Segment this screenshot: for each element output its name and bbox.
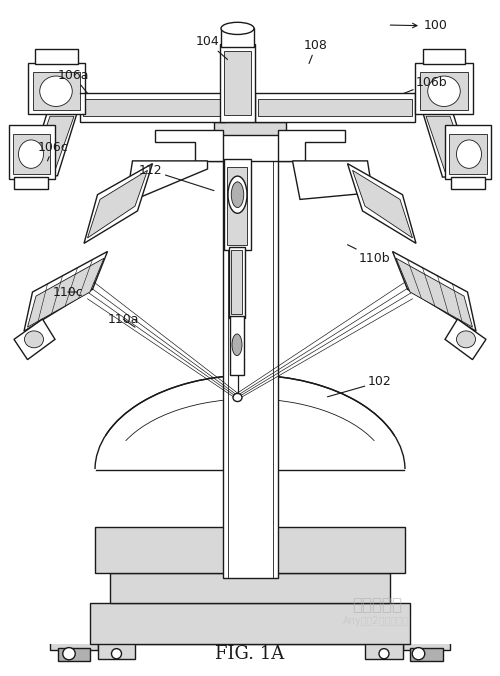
Bar: [224, 51, 251, 115]
Polygon shape: [28, 258, 104, 327]
Ellipse shape: [456, 331, 475, 347]
Polygon shape: [24, 251, 107, 331]
Bar: [110, 573, 390, 603]
Bar: [445, 125, 491, 179]
Ellipse shape: [228, 176, 247, 214]
Polygon shape: [88, 170, 148, 238]
Text: 104: 104: [196, 35, 228, 59]
Bar: [227, 167, 247, 245]
Bar: [32, 72, 80, 110]
Ellipse shape: [40, 76, 72, 107]
Polygon shape: [292, 161, 372, 199]
Ellipse shape: [24, 331, 44, 347]
Bar: [214, 122, 286, 135]
Bar: [451, 177, 485, 189]
Bar: [415, 63, 472, 114]
Bar: [90, 603, 410, 644]
Polygon shape: [352, 170, 412, 238]
Ellipse shape: [231, 182, 244, 208]
Bar: [410, 648, 442, 661]
Bar: [221, 28, 254, 47]
Bar: [422, 49, 465, 64]
Bar: [449, 134, 486, 174]
Bar: [255, 93, 415, 122]
Text: 108: 108: [304, 39, 328, 64]
Ellipse shape: [456, 140, 481, 168]
Polygon shape: [278, 130, 345, 161]
Bar: [80, 93, 225, 122]
Bar: [365, 639, 403, 659]
Bar: [58, 648, 90, 661]
Polygon shape: [128, 161, 208, 199]
Polygon shape: [422, 112, 472, 177]
Bar: [220, 44, 255, 122]
Bar: [402, 613, 450, 650]
Bar: [90, 603, 410, 644]
Text: 106b: 106b: [404, 76, 448, 93]
Bar: [209, 134, 291, 161]
Polygon shape: [14, 319, 55, 360]
Polygon shape: [348, 164, 416, 243]
Ellipse shape: [95, 375, 405, 564]
Bar: [420, 72, 468, 110]
Text: 106a: 106a: [58, 69, 89, 93]
Bar: [110, 573, 390, 603]
Text: 106c: 106c: [38, 141, 68, 161]
Bar: [50, 613, 98, 650]
Bar: [12, 134, 50, 174]
Text: FIG. 1A: FIG. 1A: [216, 646, 284, 663]
Text: 110b: 110b: [348, 245, 391, 265]
Polygon shape: [155, 130, 222, 161]
Bar: [224, 159, 251, 250]
Bar: [82, 99, 222, 116]
Ellipse shape: [18, 140, 44, 168]
Polygon shape: [84, 164, 152, 243]
Bar: [229, 247, 245, 318]
Polygon shape: [392, 251, 476, 331]
Bar: [35, 49, 78, 64]
Ellipse shape: [412, 648, 425, 660]
Text: Any医疗2机械识产视,: Any医疗2机械识产视,: [343, 616, 412, 625]
Bar: [9, 125, 55, 179]
Text: 嘉峨检测网: 嘉峨检测网: [352, 596, 403, 614]
Ellipse shape: [232, 334, 242, 356]
Ellipse shape: [112, 649, 122, 658]
Polygon shape: [426, 116, 469, 172]
Polygon shape: [28, 112, 78, 177]
Bar: [230, 316, 244, 375]
Text: 110a: 110a: [108, 312, 139, 327]
Polygon shape: [445, 319, 486, 360]
Text: 100: 100: [424, 19, 448, 32]
Ellipse shape: [379, 649, 389, 658]
Bar: [258, 99, 412, 116]
Bar: [222, 159, 278, 578]
Polygon shape: [396, 258, 472, 327]
Ellipse shape: [221, 22, 254, 34]
Text: 112: 112: [139, 164, 214, 191]
Bar: [28, 63, 85, 114]
Bar: [98, 639, 135, 659]
Bar: [95, 527, 405, 573]
Text: 110c: 110c: [52, 285, 83, 299]
Polygon shape: [31, 116, 74, 172]
Text: 102: 102: [328, 375, 391, 397]
Ellipse shape: [428, 76, 460, 107]
Bar: [0, 469, 500, 644]
Bar: [231, 250, 242, 314]
Bar: [95, 527, 405, 573]
Ellipse shape: [233, 393, 242, 402]
Bar: [14, 177, 48, 189]
Ellipse shape: [63, 648, 75, 660]
